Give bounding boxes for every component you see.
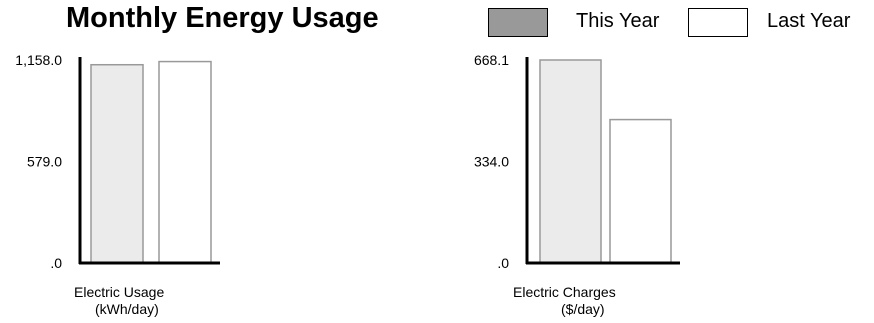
legend-swatch-this-year [488,8,548,37]
y-tick-label-2-1: .0 [497,255,509,271]
bar-1-this-year [90,63,144,264]
x-axis-label-1: Electric Usage [74,284,164,300]
unit-label-1: (kWh/day) [95,301,159,317]
bar-2-this-year [539,59,602,264]
x-axis-label-2: Electric Charges [513,284,616,300]
legend-swatch-last-year [688,8,748,37]
bar-2-last-year [609,118,672,264]
bar-1-last-year [158,60,212,264]
y-tick-label-2-3: 668.1 [474,52,509,68]
unit-label-2: ($/day) [561,301,605,317]
legend-label-this-year: This Year [576,10,660,32]
chart-title: Monthly Energy Usage [66,2,379,34]
y-tick-label-1-3: 1,158.0 [15,52,62,68]
legend-label-last-year: Last Year [767,10,851,32]
y-tick-label-2-2: 334.0 [474,154,509,170]
y-tick-label-1-1: .0 [50,255,62,271]
y-tick-label-1-2: 579.0 [27,154,62,170]
